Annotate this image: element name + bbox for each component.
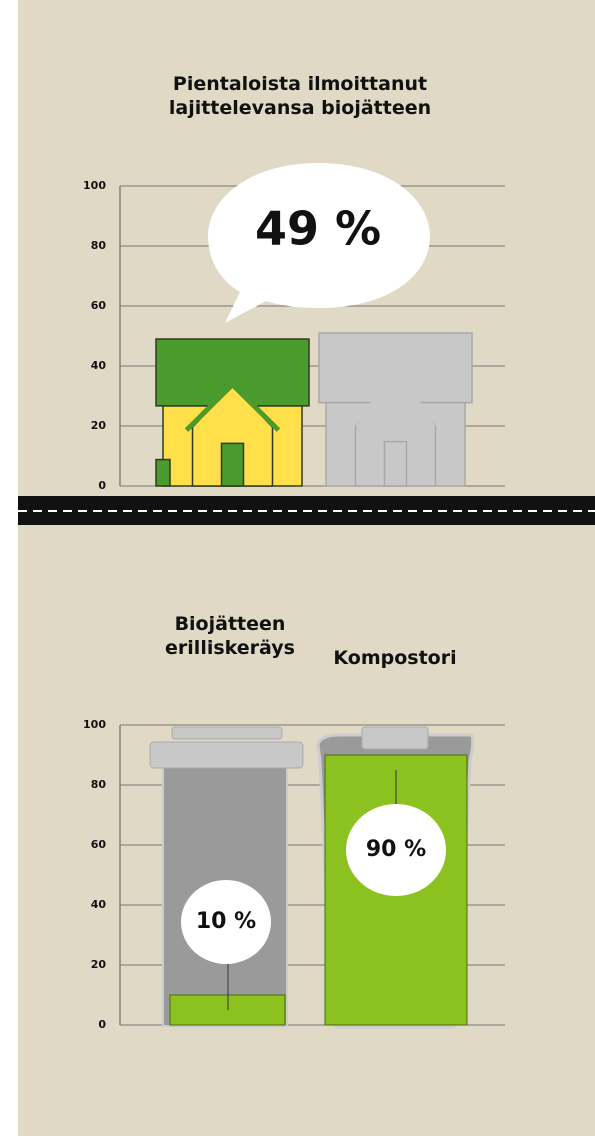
category-label: Biojätteen erilliskeräys bbox=[150, 612, 310, 660]
value-label: 49 % bbox=[255, 202, 381, 256]
door bbox=[222, 443, 244, 486]
category-label: Kompostori bbox=[320, 646, 470, 670]
y-tick-label: 80 bbox=[91, 239, 107, 252]
y-tick-label: 40 bbox=[91, 898, 107, 911]
bin-icon bbox=[156, 460, 170, 486]
house bbox=[319, 333, 472, 486]
y-tick-label: 100 bbox=[83, 179, 106, 192]
chart-title: Pientaloista ilmoittanut lajittelevansa … bbox=[140, 72, 460, 120]
door bbox=[385, 442, 407, 486]
bin-cap bbox=[362, 727, 428, 749]
y-tick-label: 100 bbox=[83, 718, 106, 731]
y-tick-label: 60 bbox=[91, 299, 107, 312]
y-tick-label: 20 bbox=[91, 958, 107, 971]
value-label: 10 % bbox=[196, 909, 256, 934]
house bbox=[156, 339, 309, 486]
y-tick-label: 40 bbox=[91, 359, 107, 372]
y-tick-label: 20 bbox=[91, 419, 107, 432]
value-label: 90 % bbox=[366, 837, 426, 862]
bin-handle bbox=[172, 727, 282, 739]
y-tick-label: 0 bbox=[98, 1018, 106, 1031]
y-tick-label: 80 bbox=[91, 778, 107, 791]
chart: 0 20 40 60 80 100 49 % 0 20 40 60 80 100 10 % 90 % bbox=[0, 0, 595, 1136]
y-tick-label: 0 bbox=[98, 479, 106, 492]
y-tick-label: 60 bbox=[91, 838, 107, 851]
bin-lid bbox=[150, 742, 303, 768]
infographic: 0 20 40 60 80 100 49 % 0 20 40 60 80 100 10 % 90 % Pie… bbox=[0, 0, 595, 1136]
